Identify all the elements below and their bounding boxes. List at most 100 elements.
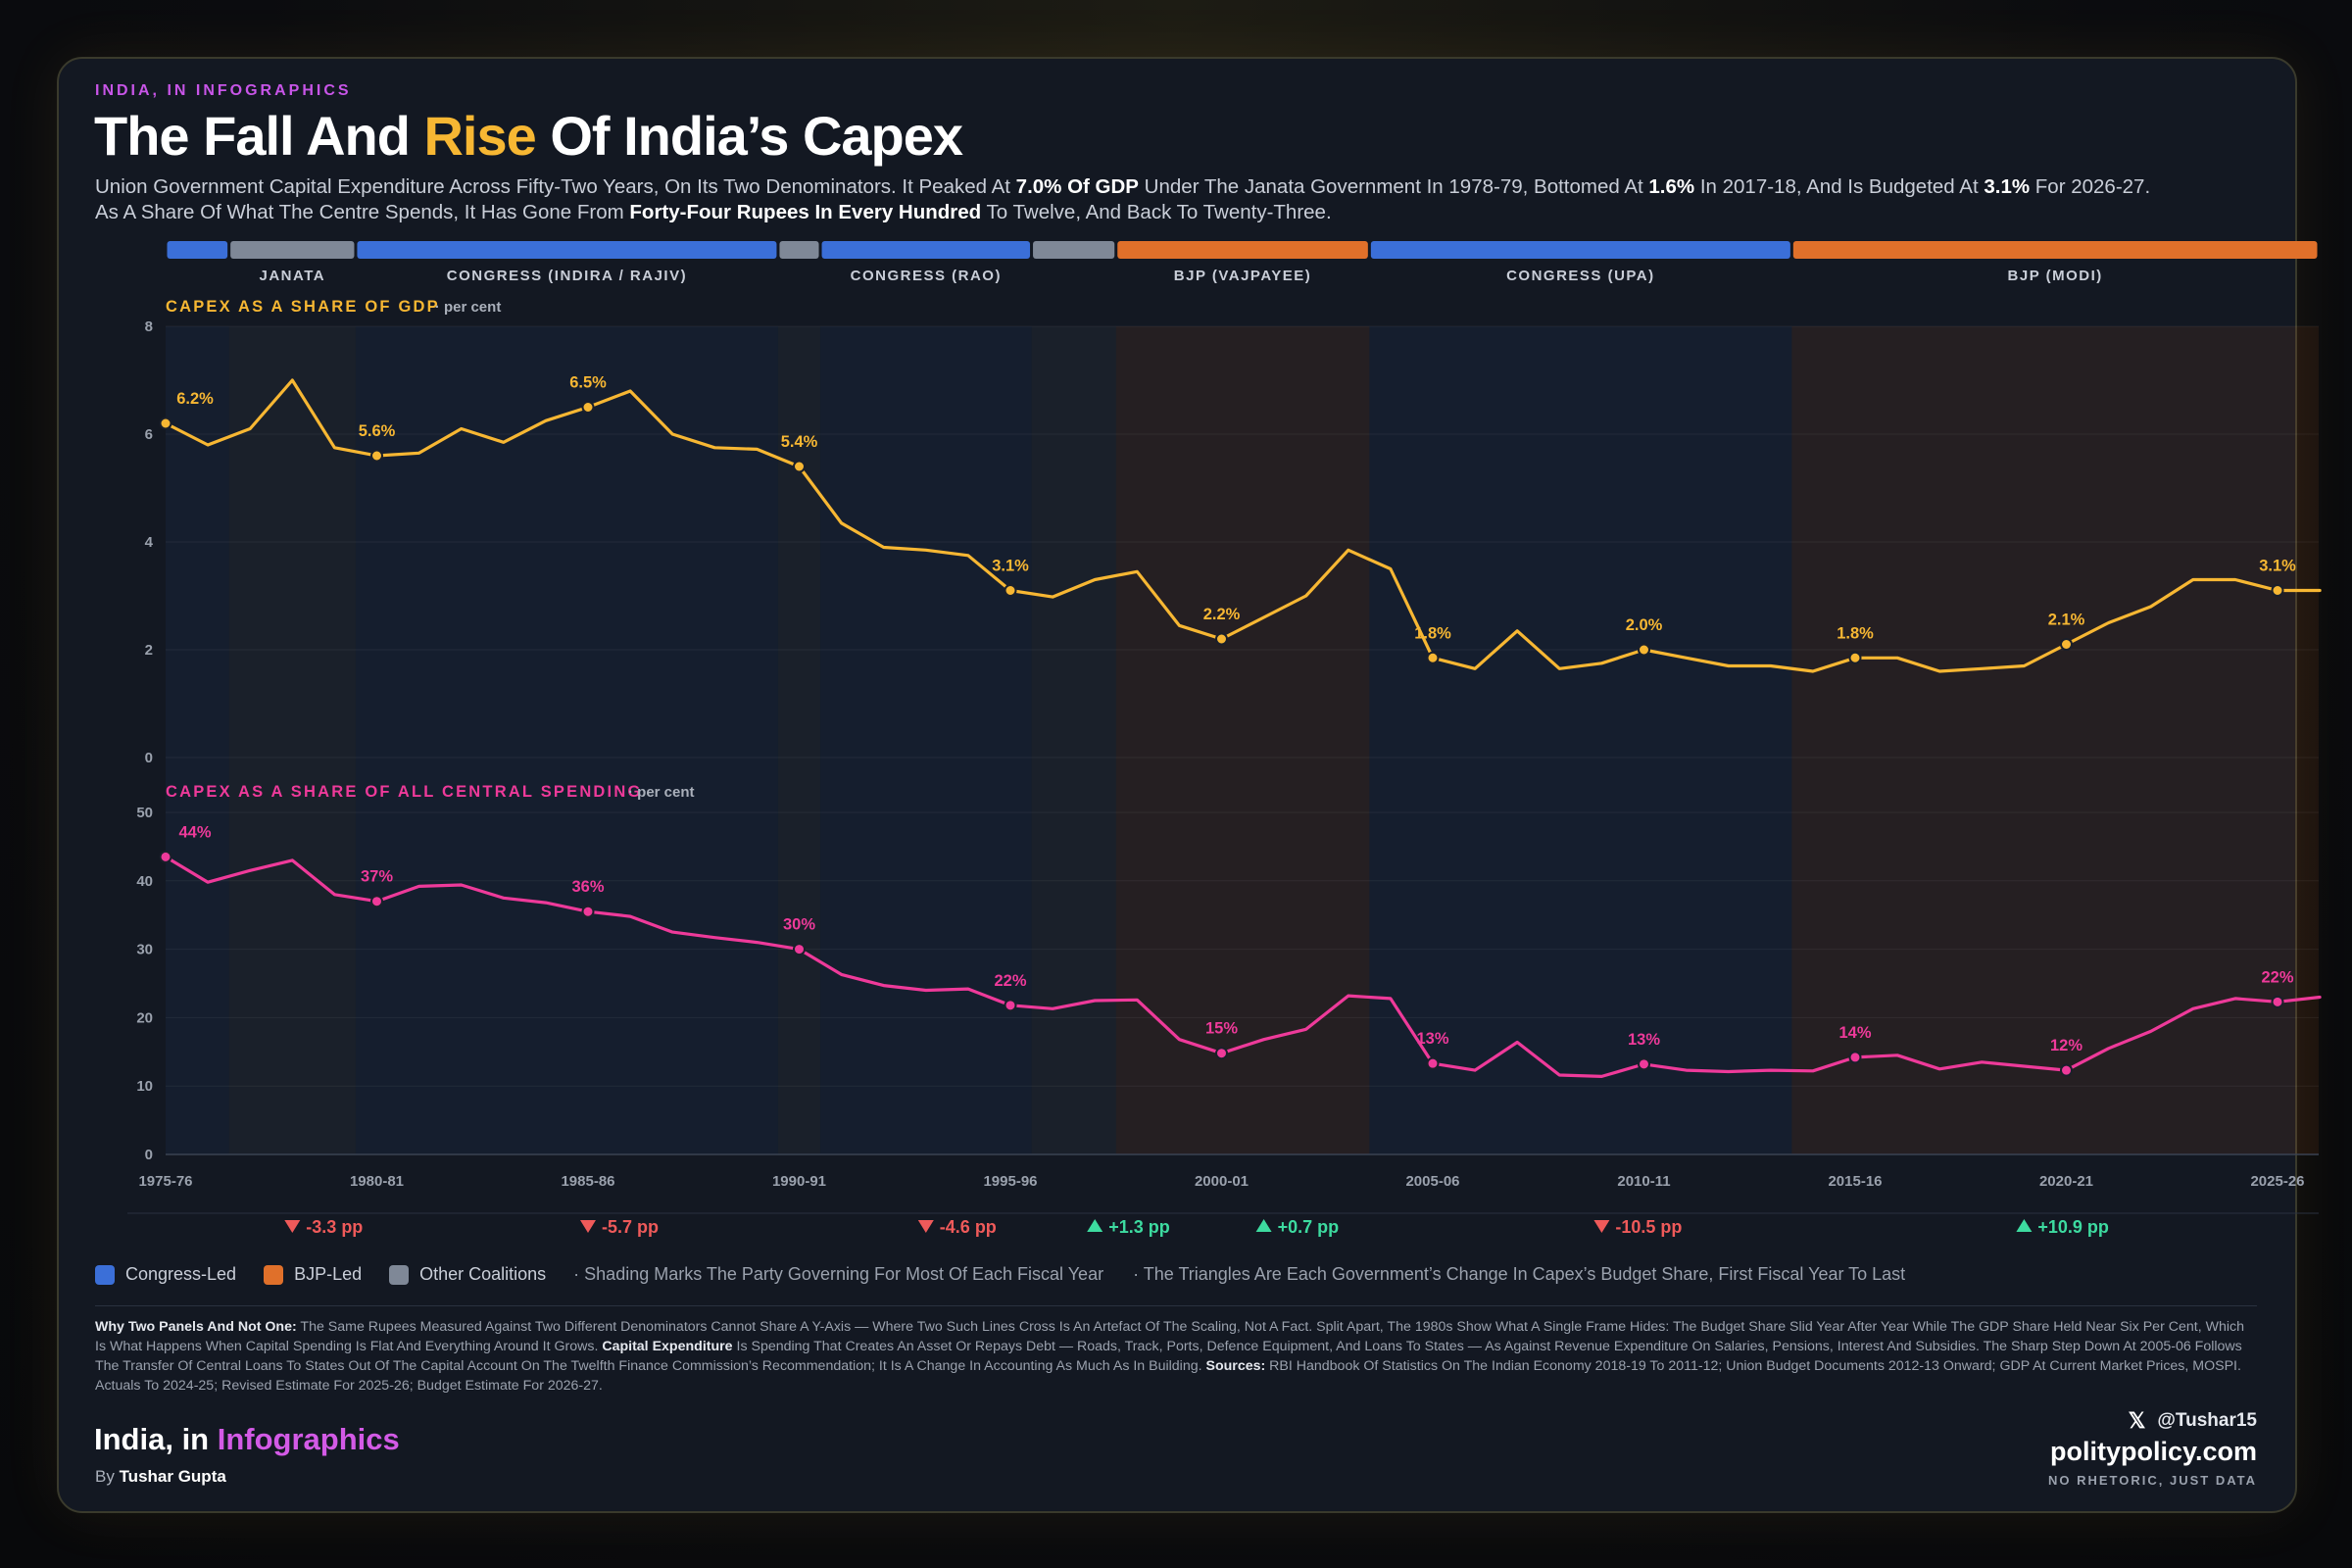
government-shade bbox=[1115, 326, 1370, 1154]
footnote-heading: Sources: bbox=[1205, 1358, 1266, 1374]
x-tick-label: 1985-86 bbox=[561, 1173, 614, 1190]
subtitle-text: Under The Janata Government In 1978-79, … bbox=[1138, 175, 1649, 198]
government-label: CONGRESS (INDIRA / RAJIV) bbox=[447, 268, 687, 284]
subtitle-bold: 1.6% bbox=[1648, 175, 1695, 198]
government-shade bbox=[1031, 326, 1116, 1154]
byline-prefix: By bbox=[95, 1467, 120, 1486]
y-tick-label: 0 bbox=[145, 750, 153, 766]
data-label: 22% bbox=[2261, 968, 2293, 986]
handle-text: @Tushar15 bbox=[2157, 1410, 2257, 1431]
x-logo-icon: 𝕏 bbox=[2128, 1408, 2146, 1433]
brand-logo: India, in Infographics bbox=[94, 1422, 400, 1457]
subtitle-text: To Twelve, And Back To Twenty-Three. bbox=[981, 201, 1332, 223]
government-label: BJP (VAJPAYEE) bbox=[1174, 268, 1312, 284]
data-label: 36% bbox=[571, 878, 604, 896]
data-point bbox=[370, 895, 383, 908]
title-part: Of India’s Capex bbox=[535, 105, 963, 167]
change-label: +10.9 pp bbox=[2037, 1217, 2109, 1237]
triangle-down-icon bbox=[580, 1220, 596, 1233]
legend-other: Other Coalitions bbox=[389, 1264, 546, 1285]
gdp-share-line bbox=[164, 378, 2322, 673]
tagline: NO RHETORIC, JUST DATA bbox=[2047, 1473, 2257, 1488]
footnote-heading: Capital Expenditure bbox=[602, 1339, 733, 1354]
bjp-swatch bbox=[264, 1264, 284, 1285]
panel-title: CAPEX AS A SHARE OF GDP bbox=[166, 298, 440, 316]
government-bar-segment bbox=[357, 241, 777, 259]
data-point bbox=[1848, 651, 1862, 664]
subtitle-text: Union Government Capital Expenditure Acr… bbox=[95, 175, 1016, 198]
data-point bbox=[2060, 1063, 2073, 1077]
y-axis-ticks: 0 2 4 6 8 0 10 20 30 40 50 bbox=[136, 318, 153, 1163]
government-shade bbox=[1791, 326, 2319, 1154]
government-shade bbox=[355, 326, 778, 1154]
y-tick-label: 40 bbox=[136, 873, 153, 890]
legend: Congress-Led BJP-Led Other Coalitions · … bbox=[95, 1264, 1935, 1285]
x-tick-label: 1980-81 bbox=[350, 1173, 404, 1190]
other-swatch bbox=[389, 1264, 410, 1285]
infographic-card bbox=[57, 57, 2297, 1513]
change-label: -5.7 pp bbox=[602, 1217, 659, 1237]
legend-note-triangles: · The Triangles Are Each Government’s Ch… bbox=[1133, 1264, 1906, 1284]
y-tick-label: 0 bbox=[145, 1147, 153, 1163]
government-bar-segment bbox=[1033, 241, 1115, 259]
data-label: 13% bbox=[1416, 1030, 1448, 1048]
data-point bbox=[1215, 1047, 1228, 1060]
x-tick-label: 2015-16 bbox=[1828, 1173, 1882, 1190]
data-label: 1.8% bbox=[1414, 624, 1451, 642]
government-bar-segment bbox=[821, 241, 1031, 259]
y-tick-label: 4 bbox=[145, 534, 154, 551]
panel-titles: CAPEX AS A SHARE OF GDP· per cent CAPEX A… bbox=[166, 298, 695, 801]
data-point bbox=[793, 943, 806, 956]
data-label: 5.4% bbox=[781, 433, 818, 451]
change-label: +0.7 pp bbox=[1278, 1217, 1340, 1237]
government-shade bbox=[1369, 326, 1792, 1154]
change-label: -10.5 pp bbox=[1615, 1217, 1682, 1237]
spending-share-line bbox=[164, 855, 2322, 1079]
x-axis: 1975-76 1980-81 1985-86 1990-91 1995-96 2000-… bbox=[127, 1153, 2319, 1214]
brand-text: India, in bbox=[94, 1422, 218, 1456]
y-tick-label: 10 bbox=[136, 1078, 153, 1095]
y-tick-label: 20 bbox=[136, 1009, 153, 1026]
subtitle-text: In 2017-18, And Is Budgeted At bbox=[1694, 175, 1984, 198]
x-tick-label: 2010-11 bbox=[1617, 1173, 1670, 1190]
y-tick-label: 8 bbox=[145, 318, 153, 335]
y-tick-label: 6 bbox=[145, 426, 153, 443]
data-point bbox=[1004, 999, 1017, 1012]
data-label: 13% bbox=[1628, 1031, 1660, 1049]
legend-label: Other Coalitions bbox=[419, 1264, 547, 1284]
data-label: 15% bbox=[1205, 1020, 1238, 1038]
data-point bbox=[1004, 584, 1017, 597]
footnote-text: RBI Handbook Of Statistics On The Indian… bbox=[95, 1358, 2241, 1394]
data-label: 5.6% bbox=[359, 422, 396, 440]
government-label: CONGRESS (RAO) bbox=[851, 268, 1002, 284]
government-shade bbox=[820, 326, 1032, 1154]
data-point bbox=[793, 460, 806, 473]
data-point bbox=[2271, 995, 2284, 1008]
site-link[interactable]: politypolicy.com bbox=[2049, 1437, 2257, 1466]
government-shading bbox=[166, 326, 2319, 1154]
data-point bbox=[1215, 632, 1228, 646]
footnote-heading: Why Two Panels And Not One: bbox=[95, 1319, 297, 1335]
x-tick-label: 2005-06 bbox=[1405, 1173, 1459, 1190]
government-bar-segment bbox=[167, 241, 228, 259]
data-label: 12% bbox=[2050, 1037, 2082, 1054]
data-label: 14% bbox=[1838, 1024, 1871, 1042]
title-accent: Rise bbox=[423, 105, 536, 167]
government-shade bbox=[166, 326, 229, 1154]
social-handle[interactable]: 𝕏 @Tushar15 bbox=[2129, 1408, 2257, 1434]
subtitle: Union Government Capital Expenditure Acr… bbox=[95, 174, 2173, 225]
divider bbox=[95, 1305, 2257, 1306]
panel-unit: · per cent bbox=[435, 299, 502, 316]
subtitle-text: For 2026-27. As A Share Of What The Cent… bbox=[95, 175, 2151, 223]
legend-note-shading: · Shading Marks The Party Governing For … bbox=[573, 1264, 1104, 1284]
change-label: -4.6 pp bbox=[940, 1217, 997, 1237]
series-lines: 6.2% 5.6% 6.5% 5.4% 3.1% 2.2% 1.8% 2.0% 1.8% 2.1%… bbox=[159, 374, 2322, 1079]
change-label: -3.3 pp bbox=[306, 1217, 363, 1237]
data-label: 3.1% bbox=[992, 558, 1029, 575]
data-point bbox=[2060, 638, 2073, 651]
panel-title: CAPEX AS A SHARE OF ALL CENTRAL SPENDING bbox=[166, 783, 642, 801]
data-point bbox=[2271, 584, 2284, 597]
triangle-down-icon bbox=[1593, 1220, 1610, 1233]
subtitle-bold: Forty-Four Rupees In Every Hundred bbox=[629, 201, 982, 223]
